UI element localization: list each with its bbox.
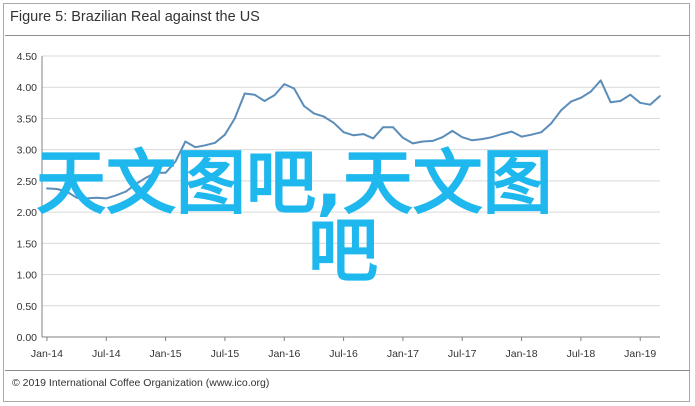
y-tick-label: 0.00 — [17, 332, 38, 344]
data-point — [253, 93, 256, 96]
data-point — [184, 140, 187, 143]
data-point — [411, 142, 414, 145]
data-point — [95, 196, 98, 199]
data-point — [144, 176, 147, 179]
data-point — [461, 136, 464, 139]
data-point — [125, 190, 127, 193]
data-point — [619, 100, 622, 102]
data-point — [560, 109, 563, 112]
data-point — [402, 136, 404, 139]
data-point — [293, 87, 296, 90]
x-tick-label: Jan-17 — [387, 348, 419, 360]
data-point — [322, 115, 325, 118]
data-point — [362, 133, 365, 135]
axes — [41, 56, 660, 341]
y-tick-label: 2.50 — [17, 176, 38, 188]
y-tick-label: 3.00 — [17, 145, 38, 157]
data-point — [431, 140, 434, 142]
data-point — [224, 133, 226, 136]
x-tick-label: Jul-15 — [211, 348, 240, 360]
data-point — [441, 136, 444, 139]
data-point — [510, 130, 513, 133]
gridlines — [42, 55, 660, 307]
figure-title: Figure 5: Brazilian Real against the US — [10, 9, 260, 25]
data-point — [243, 92, 246, 95]
data-point — [303, 105, 305, 107]
y-tick-label: 1.00 — [17, 270, 38, 282]
data-point — [382, 126, 385, 129]
y-tick-label: 4.00 — [17, 82, 38, 94]
x-tick-labels: Jan-14 Jul-14 Jan-15 Jul-15 Jan-16 Jul-16 Jan-… — [31, 348, 657, 360]
data-point — [471, 139, 474, 142]
data-point — [481, 138, 483, 140]
data-point — [342, 131, 345, 134]
title-divider — [5, 35, 690, 36]
data-point — [105, 197, 108, 200]
data-point — [214, 141, 216, 144]
data-point — [639, 101, 642, 104]
x-tick-label: Jan-14 — [31, 348, 63, 360]
data-point — [55, 188, 58, 190]
x-tick-label: Jul-17 — [448, 348, 477, 360]
data-point — [649, 103, 652, 106]
data-point — [174, 160, 177, 163]
data-point — [75, 196, 78, 199]
data-point — [263, 100, 266, 102]
data-point — [659, 95, 661, 97]
data-point — [313, 112, 315, 115]
data-point — [579, 96, 582, 99]
data-point — [332, 121, 335, 124]
x-tick-label: Jan-15 — [150, 348, 182, 360]
data-point — [589, 90, 592, 93]
y-tick-label: 1.50 — [17, 238, 38, 250]
data-point — [500, 133, 503, 135]
data-point — [451, 130, 454, 132]
data-point — [629, 93, 632, 96]
x-tick-label: Jul-18 — [567, 348, 596, 360]
data-point — [599, 79, 602, 82]
data-point — [85, 197, 88, 200]
data-point — [530, 133, 533, 136]
data-point — [392, 126, 394, 129]
y-tick-label: 4.50 — [17, 51, 38, 63]
data-point — [491, 136, 493, 139]
data-point — [204, 144, 207, 147]
data-point — [540, 131, 543, 134]
data-point — [135, 183, 137, 185]
data-point — [46, 187, 48, 190]
y-tick-label: 3.50 — [17, 113, 38, 125]
data-point — [164, 171, 167, 174]
data-point — [570, 100, 572, 103]
x-tick-label: Jul-16 — [329, 348, 358, 360]
data-point — [65, 190, 68, 193]
y-tick-labels: 0.00 0.50 1.00 1.50 2.00 2.50 3.00 3.50 4.00 4.50 — [17, 51, 38, 344]
data-point — [115, 194, 118, 197]
data-point — [283, 83, 286, 85]
data-point — [154, 171, 157, 174]
series-lines — [46, 79, 661, 200]
x-tick-label: Jan-18 — [506, 348, 538, 360]
data-point — [233, 117, 236, 120]
figure-frame — [3, 3, 690, 402]
y-tick-label: 2.00 — [17, 207, 38, 219]
y-tick-label: 0.50 — [17, 301, 38, 313]
footer-divider — [5, 370, 690, 371]
data-point — [550, 122, 553, 125]
x-tick-label: Jul-14 — [92, 348, 121, 360]
data-point — [421, 140, 424, 143]
data-point — [352, 134, 355, 137]
data-point — [372, 137, 375, 140]
x-tick-label: Jan-16 — [268, 348, 300, 360]
x-tick-label: Jan-19 — [624, 348, 656, 360]
data-point — [194, 146, 197, 149]
data-point — [520, 135, 523, 138]
source-credit: © 2019 International Coffee Organization… — [12, 377, 270, 389]
data-point — [609, 101, 612, 104]
data-point — [273, 94, 276, 97]
